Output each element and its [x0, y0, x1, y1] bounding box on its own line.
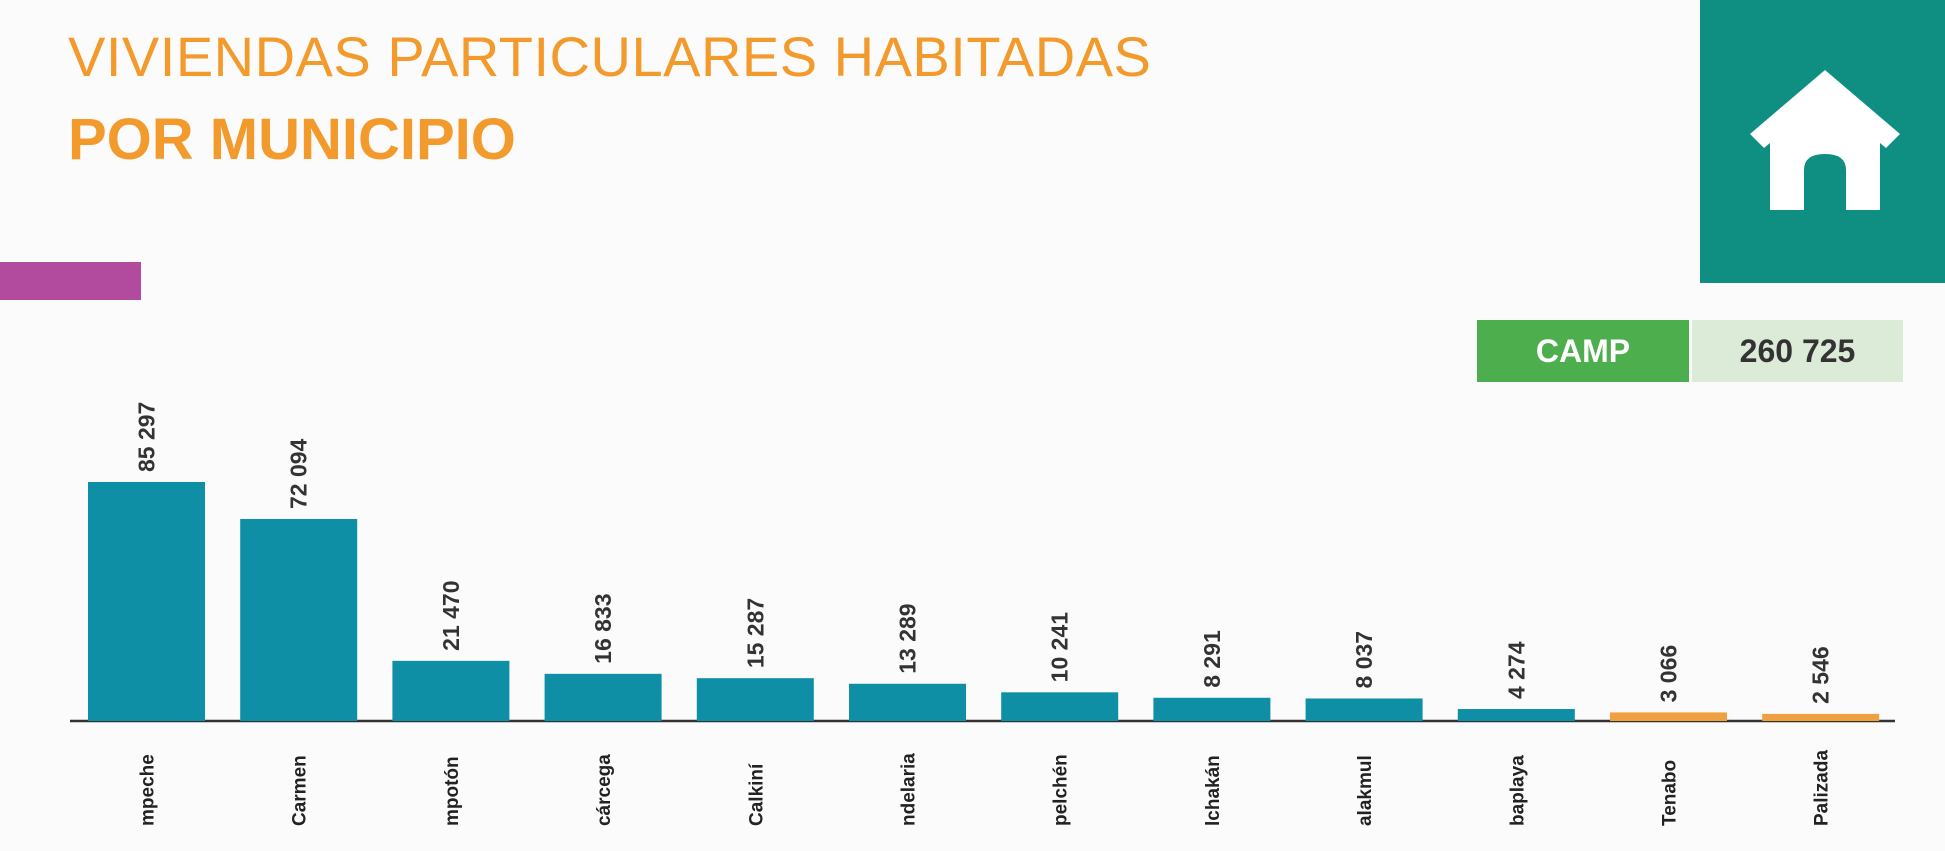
summary-value: 260 725: [1692, 320, 1903, 382]
bar-2: [392, 660, 510, 721]
bar-0: [88, 482, 205, 721]
value-label-5: 13 289: [895, 603, 921, 673]
value-label-11: 2 546: [1808, 646, 1834, 704]
value-label-8: 8 037: [1351, 631, 1377, 689]
value-label-9: 4 274: [1503, 641, 1529, 699]
value-label-4: 15 287: [742, 598, 768, 668]
value-label-10: 3 066: [1656, 645, 1682, 703]
chart-title-line2: POR MUNICIPIO: [68, 107, 516, 172]
summary-label: CAMP: [1477, 320, 1689, 382]
house-icon-box: [1700, 0, 1945, 283]
category-label-1: Carmen: [290, 755, 311, 826]
bar-10: [1610, 712, 1727, 721]
bar-4: [696, 678, 814, 721]
category-label-8: alakmul: [1355, 755, 1376, 826]
value-label-2: 21 470: [438, 580, 464, 650]
category-label-0: mpeche: [138, 754, 159, 826]
bar-9: [1457, 709, 1575, 721]
bar-5: [849, 683, 966, 721]
category-label-11: Palizada: [1812, 750, 1833, 826]
value-label-3: 16 833: [590, 593, 616, 663]
value-label-1: 72 094: [286, 438, 312, 509]
bar-6: [1001, 692, 1119, 721]
value-label-0: 85 297: [134, 402, 160, 472]
bar-1: [240, 518, 358, 721]
house-icon: [1750, 70, 1900, 210]
bar-8: [1305, 698, 1423, 721]
bar-11: [1762, 713, 1880, 721]
category-label-2: mpotón: [442, 756, 463, 826]
accent-bar: [0, 262, 141, 300]
chart-title-line1: VIVIENDAS PARTICULARES HABITADAS: [68, 25, 1152, 88]
value-label-7: 8 291: [1199, 630, 1225, 688]
category-label-4: Calkiní: [746, 763, 767, 826]
value-label-6: 10 241: [1047, 612, 1073, 683]
category-label-3: cárcega: [594, 754, 615, 826]
category-label-5: ndelaria: [899, 753, 920, 826]
category-label-9: baplaya: [1507, 755, 1528, 826]
category-label-7: lchakán: [1203, 755, 1224, 826]
bar-7: [1153, 697, 1271, 721]
bar-3: [544, 673, 662, 721]
category-label-10: Tenabo: [1660, 760, 1681, 826]
category-label-6: pelchén: [1051, 754, 1072, 826]
